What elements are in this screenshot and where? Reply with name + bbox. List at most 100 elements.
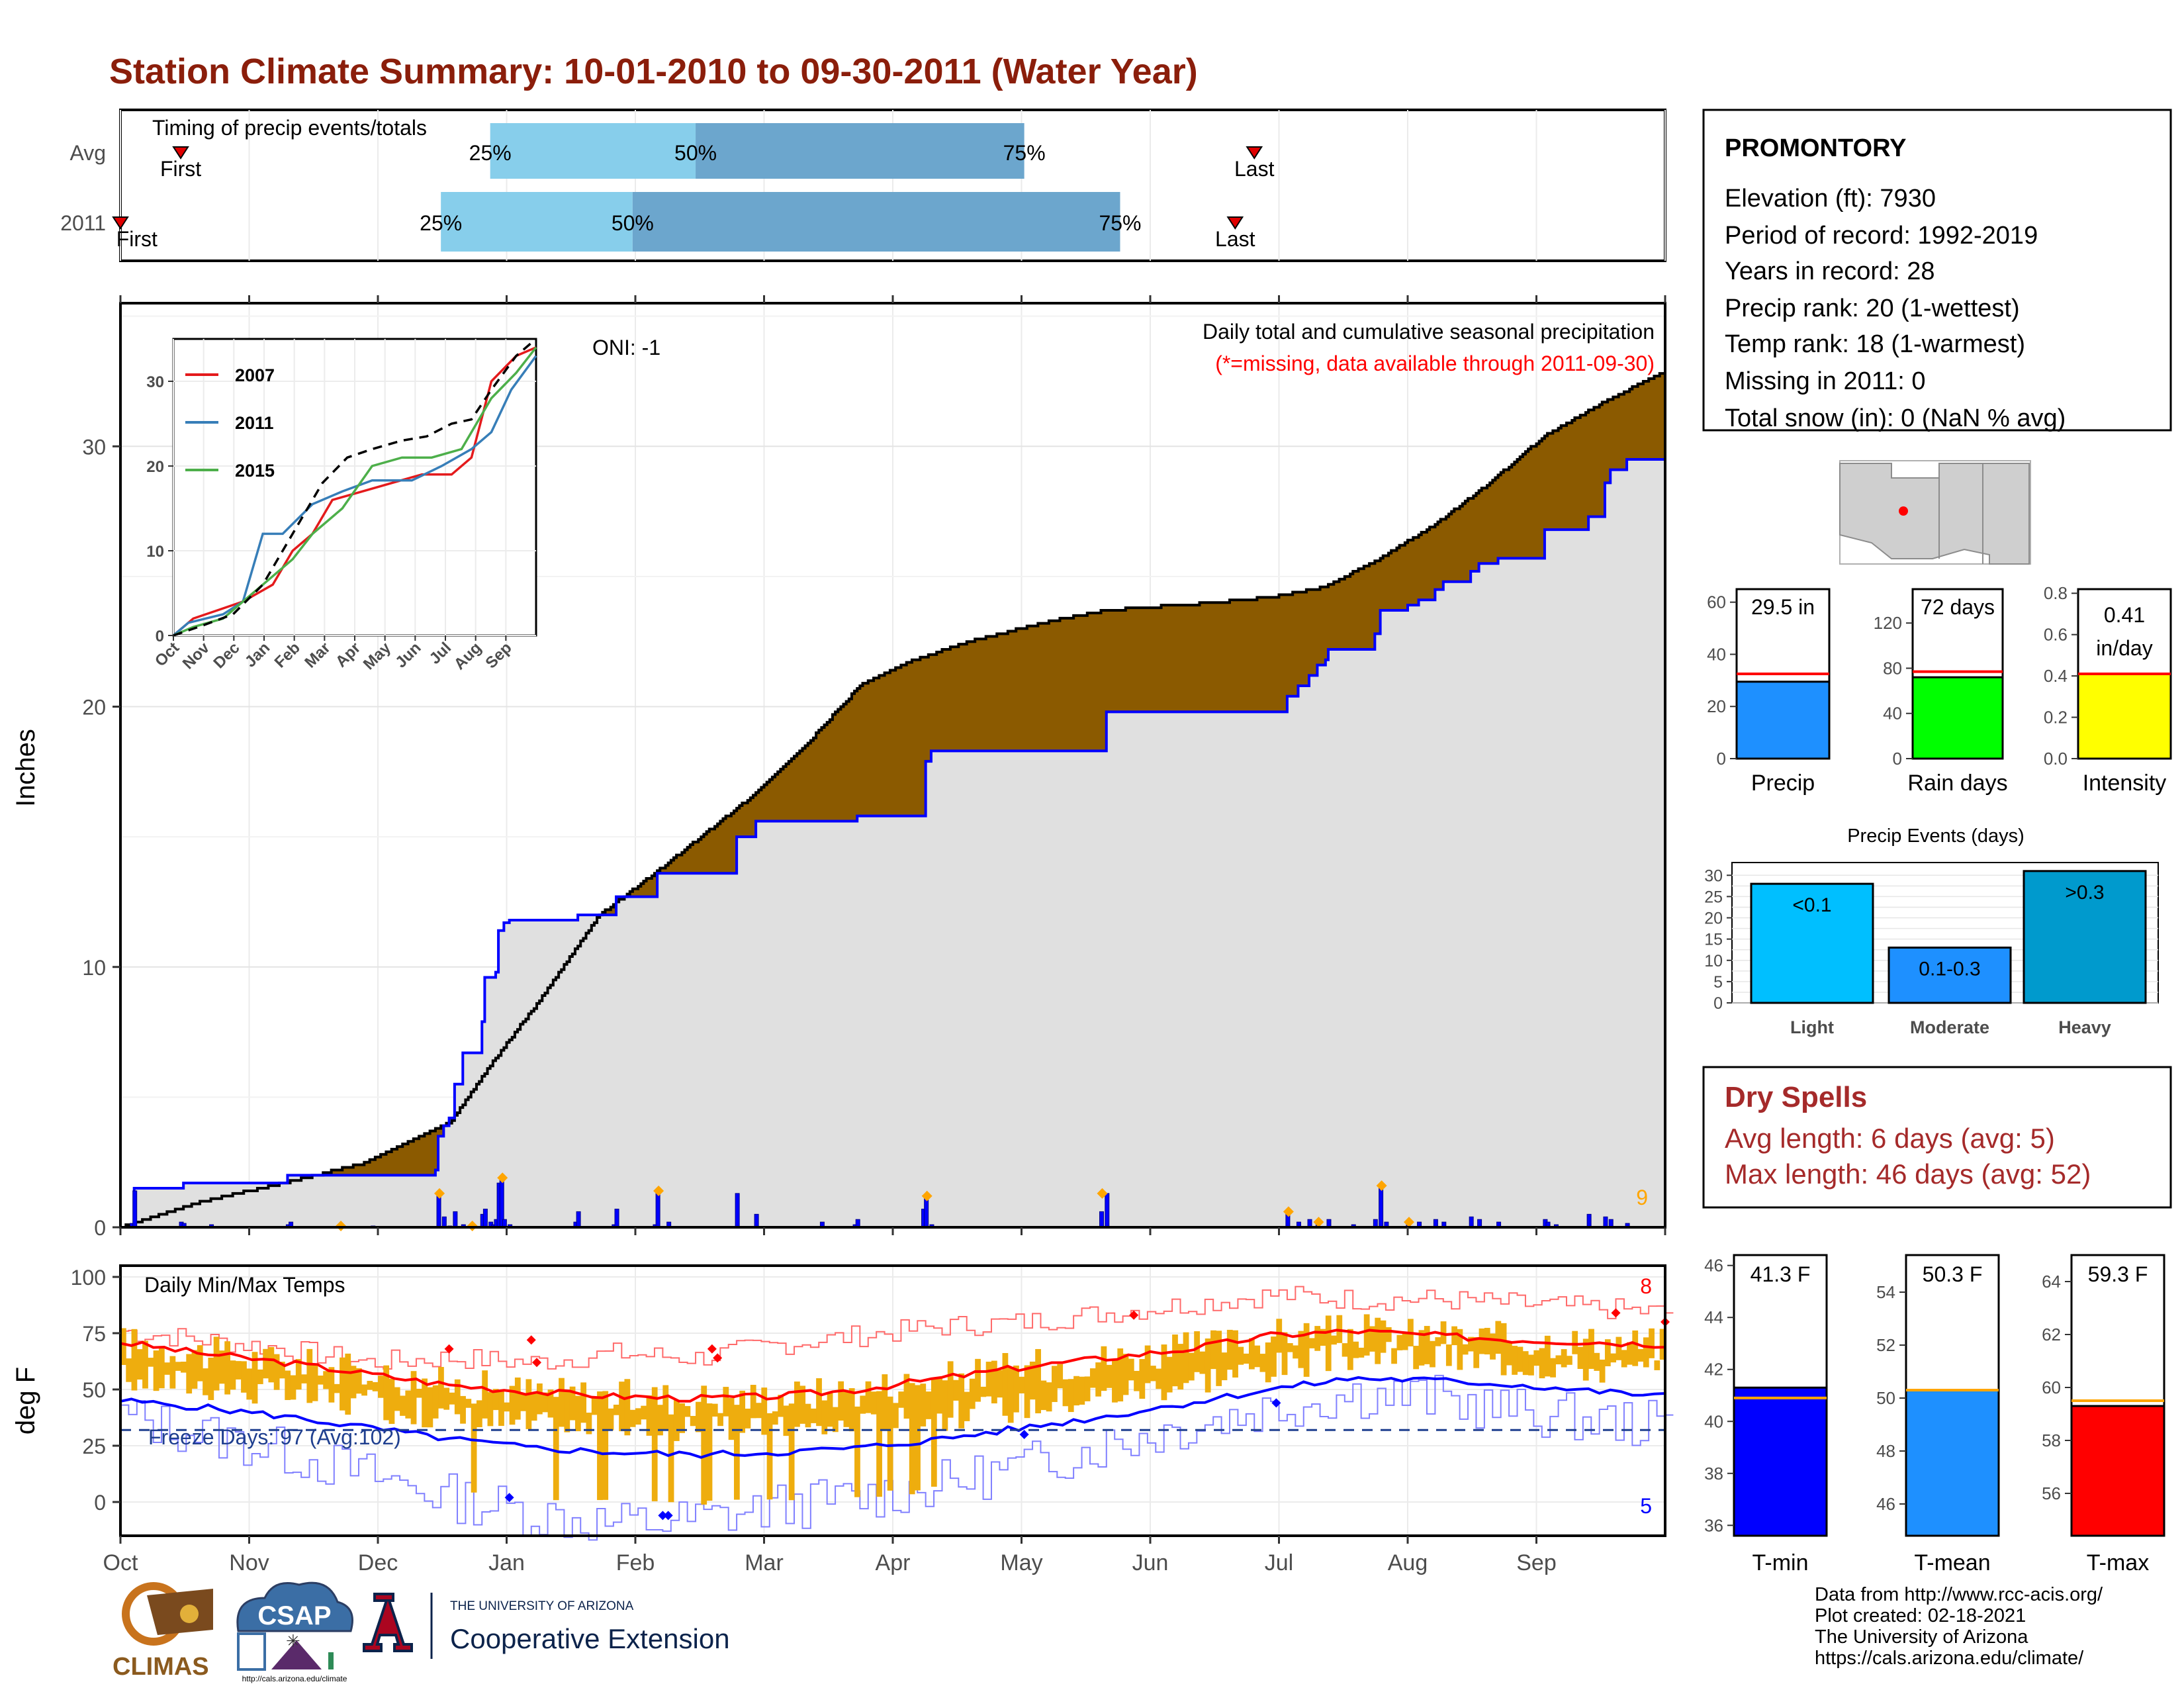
daily-temp-bar xyxy=(361,1384,367,1396)
extreme-precip-marker xyxy=(434,1188,445,1199)
inset-line-2015 xyxy=(173,346,537,637)
daily-temp-bar xyxy=(799,1385,806,1424)
daily-temp-bar xyxy=(1205,1338,1211,1393)
month-label: Sep xyxy=(1516,1550,1557,1575)
events-y-tick-label: 15 xyxy=(1704,931,1723,949)
daily-temp-bar xyxy=(416,1388,422,1398)
timing-avg-first-marker xyxy=(172,146,189,160)
timing-2011-late-bar xyxy=(632,192,1120,252)
record-min-line xyxy=(120,1374,1674,1541)
daily-temp-bar xyxy=(816,1378,822,1427)
summary-y-tick-label: 120 xyxy=(1874,613,1902,633)
daily-temp-bar xyxy=(241,1361,247,1393)
daily-temp-bar xyxy=(1320,1329,1326,1346)
temp-record-markers xyxy=(444,1308,1670,1521)
daily-temp-bar xyxy=(120,1328,126,1366)
daily-temp-bar xyxy=(1117,1348,1124,1402)
location-map xyxy=(1839,460,2031,565)
events-y-tick-label: 20 xyxy=(1704,910,1723,928)
daily-precip-bar xyxy=(1379,1185,1384,1228)
daily-temp-bar xyxy=(1418,1330,1425,1366)
dry-spells-title: Dry Spells xyxy=(1725,1081,1867,1113)
dry-spells-panel: Dry Spells Avg length: 6 days (avg: 5) M… xyxy=(1702,1066,2172,1209)
daily-temp-bar xyxy=(142,1340,148,1389)
daily-temp-bar xyxy=(378,1376,384,1398)
daily-temp-bar xyxy=(164,1362,170,1375)
intensity-label: Intensity xyxy=(2083,771,2167,796)
daily-temp-bar xyxy=(619,1382,625,1432)
daily-temp-bar xyxy=(1243,1353,1250,1364)
daily-temp-bar xyxy=(1615,1336,1622,1360)
daily-temp-bar xyxy=(1599,1359,1606,1383)
daily-temp-bar xyxy=(169,1356,176,1389)
daily-temp-bar xyxy=(1659,1329,1666,1360)
events-y-tick-label: 10 xyxy=(1704,952,1723,970)
climas-mark xyxy=(147,1589,213,1635)
avg-max-line xyxy=(120,1329,1666,1403)
daily-temp-bar xyxy=(1161,1344,1167,1401)
daily-temp-bar xyxy=(772,1411,778,1425)
daily-temp-bar xyxy=(1550,1358,1556,1378)
month-label: Dec xyxy=(358,1550,398,1575)
legend-label-2015: 2015 xyxy=(235,461,275,481)
daily-temp-bar xyxy=(997,1370,1003,1398)
daily-temp-bar xyxy=(1555,1355,1562,1365)
daily-temp-bar xyxy=(953,1380,959,1401)
extreme-precip-marker xyxy=(1376,1180,1387,1192)
daily-temp-bar xyxy=(629,1409,636,1427)
daily-temp-bar xyxy=(345,1353,351,1415)
daily-precip-bar xyxy=(754,1213,759,1228)
record-min-marker xyxy=(658,1511,668,1521)
summary-y-tick-label: 80 xyxy=(1883,658,1902,678)
station-precip-rank: Precip rank: 20 (1-wettest) xyxy=(1725,295,2020,322)
daily-temp-bar xyxy=(1210,1330,1216,1370)
temp-summary-y-tick-label: 36 xyxy=(1704,1515,1723,1535)
daily-precip-bar xyxy=(924,1196,929,1228)
precip-avg-line xyxy=(120,372,1665,1229)
daily-temp-bar xyxy=(1506,1342,1512,1366)
freeze-days-label: Freeze Days: 97 (Avg:102) xyxy=(148,1425,401,1449)
station-missing: Missing in 2011: 0 xyxy=(1725,367,1925,395)
csap-mountain-icon xyxy=(271,1640,322,1669)
daily-temp-bar xyxy=(218,1350,225,1384)
tmean-label: T-mean xyxy=(1914,1550,1990,1575)
daily-temp-bar xyxy=(1068,1379,1074,1413)
timing-avg-last-marker xyxy=(1246,146,1263,160)
daily-temp-bar xyxy=(1347,1329,1353,1370)
daily-temp-bar xyxy=(340,1357,345,1411)
daily-temp-bar xyxy=(668,1414,674,1503)
daily-temp-bar xyxy=(723,1387,729,1417)
daily-temp-bar xyxy=(186,1354,193,1394)
daily-temp-bar xyxy=(317,1376,324,1385)
daily-temp-bar xyxy=(372,1382,379,1391)
daily-temp-bar xyxy=(832,1407,839,1432)
precip-events-panel: Precip Events (days) <0.1 Light 0.1-0.3 Mod… xyxy=(1704,825,2159,1037)
csap-wordmark: CSAP xyxy=(257,1601,331,1630)
daily-temp-bar xyxy=(1528,1354,1534,1376)
daily-temp-bar xyxy=(580,1382,587,1423)
daily-temp-bar xyxy=(821,1400,828,1434)
precip-chart: 0 10 20 30 Inches ONI: -1 Daily total and c… xyxy=(11,295,1666,1240)
daily-temp-bar xyxy=(295,1359,302,1390)
station-name: PROMONTORY xyxy=(1725,134,1906,162)
daily-temp-bar xyxy=(213,1336,220,1391)
daily-temp-bar xyxy=(285,1370,291,1400)
daily-temp-bar xyxy=(1226,1329,1233,1370)
daily-temp-bar xyxy=(739,1390,746,1433)
daily-temp-bar xyxy=(1084,1376,1091,1401)
daily-temp-bar xyxy=(1276,1319,1283,1353)
daily-temp-bar xyxy=(1281,1332,1288,1376)
daily-temp-bar xyxy=(1287,1343,1293,1352)
temp-y-tick-label: 0 xyxy=(94,1491,106,1515)
daily-temp-bar xyxy=(624,1379,631,1436)
month-label: Apr xyxy=(876,1550,911,1575)
daily-temp-bar xyxy=(355,1368,362,1394)
page-title: Station Climate Summary: 10-01-2010 to 0… xyxy=(109,52,1198,91)
daily-temp-bar xyxy=(1057,1364,1064,1389)
timing-label: Timing of precip events/totals xyxy=(152,116,427,140)
daily-temp-bar xyxy=(482,1370,488,1419)
daily-temp-bar xyxy=(367,1380,373,1390)
extreme-precip-marker xyxy=(1313,1217,1324,1228)
